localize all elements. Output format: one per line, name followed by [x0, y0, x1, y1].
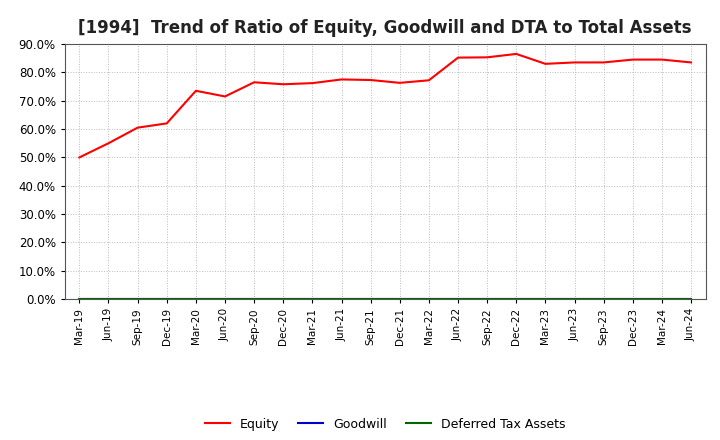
Goodwill [220, 297, 229, 302]
Equity [395, 80, 404, 85]
Deferred Tax Assets [425, 297, 433, 302]
Goodwill [308, 297, 317, 302]
Equity [192, 88, 200, 93]
Goodwill [629, 297, 637, 302]
Equity [599, 60, 608, 65]
Equity [75, 155, 84, 160]
Goodwill [279, 297, 287, 302]
Equity [366, 77, 375, 83]
Goodwill [366, 297, 375, 302]
Deferred Tax Assets [483, 297, 492, 302]
Equity [541, 61, 550, 66]
Deferred Tax Assets [308, 297, 317, 302]
Equity [163, 121, 171, 126]
Goodwill [657, 297, 666, 302]
Deferred Tax Assets [250, 297, 258, 302]
Goodwill [512, 297, 521, 302]
Equity [570, 60, 579, 65]
Deferred Tax Assets [279, 297, 287, 302]
Equity [512, 51, 521, 57]
Goodwill [425, 297, 433, 302]
Deferred Tax Assets [541, 297, 550, 302]
Goodwill [541, 297, 550, 302]
Title: [1994]  Trend of Ratio of Equity, Goodwill and DTA to Total Assets: [1994] Trend of Ratio of Equity, Goodwil… [78, 19, 692, 37]
Equity [425, 77, 433, 83]
Equity [133, 125, 142, 130]
Goodwill [395, 297, 404, 302]
Equity [629, 57, 637, 62]
Deferred Tax Assets [75, 297, 84, 302]
Goodwill [133, 297, 142, 302]
Equity [250, 80, 258, 85]
Deferred Tax Assets [629, 297, 637, 302]
Deferred Tax Assets [395, 297, 404, 302]
Deferred Tax Assets [657, 297, 666, 302]
Goodwill [163, 297, 171, 302]
Deferred Tax Assets [570, 297, 579, 302]
Equity [657, 57, 666, 62]
Deferred Tax Assets [220, 297, 229, 302]
Deferred Tax Assets [512, 297, 521, 302]
Equity [104, 141, 113, 146]
Goodwill [687, 297, 696, 302]
Deferred Tax Assets [454, 297, 462, 302]
Deferred Tax Assets [192, 297, 200, 302]
Goodwill [570, 297, 579, 302]
Equity [687, 60, 696, 65]
Goodwill [75, 297, 84, 302]
Equity [483, 55, 492, 60]
Equity [220, 94, 229, 99]
Deferred Tax Assets [337, 297, 346, 302]
Deferred Tax Assets [133, 297, 142, 302]
Goodwill [192, 297, 200, 302]
Deferred Tax Assets [104, 297, 113, 302]
Deferred Tax Assets [163, 297, 171, 302]
Line: Equity: Equity [79, 54, 691, 158]
Goodwill [337, 297, 346, 302]
Deferred Tax Assets [687, 297, 696, 302]
Equity [279, 82, 287, 87]
Goodwill [599, 297, 608, 302]
Goodwill [483, 297, 492, 302]
Equity [337, 77, 346, 82]
Goodwill [104, 297, 113, 302]
Deferred Tax Assets [599, 297, 608, 302]
Goodwill [454, 297, 462, 302]
Equity [454, 55, 462, 60]
Equity [308, 81, 317, 86]
Deferred Tax Assets [366, 297, 375, 302]
Legend: Equity, Goodwill, Deferred Tax Assets: Equity, Goodwill, Deferred Tax Assets [200, 413, 570, 436]
Goodwill [250, 297, 258, 302]
